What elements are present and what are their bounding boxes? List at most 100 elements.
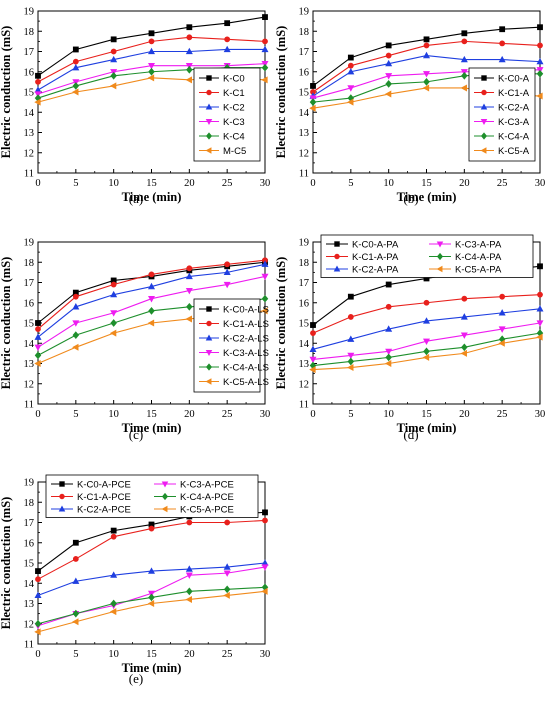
data-point <box>423 78 430 86</box>
legend-label: K-C0-A-LS <box>223 305 269 316</box>
legend-marker <box>480 147 487 154</box>
legend-label: K-C4 <box>223 132 245 143</box>
data-point <box>34 98 41 106</box>
data-point <box>461 30 468 37</box>
y-tick-label: 11 <box>299 400 309 411</box>
data-point <box>35 568 41 574</box>
y-tick-label: 16 <box>299 298 310 309</box>
legend-marker <box>205 363 213 371</box>
data-point <box>110 319 117 327</box>
data-point <box>223 268 231 276</box>
y-tick-label: 11 <box>24 640 34 651</box>
y-tick-label: 13 <box>24 359 35 370</box>
legend-label: K-C3-A-LS <box>223 348 269 359</box>
y-tick-label: 17 <box>299 47 310 58</box>
data-point <box>498 326 506 333</box>
legend-label: K-C1-A-LS <box>223 319 269 330</box>
data-point <box>384 360 392 367</box>
data-point <box>310 322 316 328</box>
data-point <box>536 320 544 327</box>
legend-marker <box>480 132 488 140</box>
legend: K-C0-A K-C1-A K-C2-A K-C3-A K-C4-A K-C5-A <box>468 67 536 162</box>
data-point <box>498 339 505 347</box>
data-point <box>384 90 392 98</box>
y-tick-label: 13 <box>299 359 310 370</box>
x-tick-label: 0 <box>35 409 40 420</box>
data-point <box>347 98 354 106</box>
data-point <box>499 293 506 300</box>
y-tick-label: 12 <box>24 619 35 630</box>
data-point <box>185 287 193 295</box>
data-point <box>72 331 80 339</box>
x-tick-label: 15 <box>146 178 157 189</box>
data-point <box>223 45 231 53</box>
data-point <box>537 24 543 31</box>
data-point <box>110 527 117 534</box>
legend-marker <box>436 265 443 273</box>
legend-marker <box>206 306 212 312</box>
legend-marker <box>58 505 66 512</box>
data-point <box>261 260 269 267</box>
x-tick-label: 30 <box>260 649 271 660</box>
data-point <box>72 303 80 310</box>
data-point <box>223 591 230 599</box>
x-tick-label: 20 <box>184 409 195 420</box>
y-axis-title: Electric conduction (mS) <box>274 26 288 159</box>
x-tick-label: 25 <box>222 178 233 189</box>
data-point <box>110 48 117 55</box>
legend-box <box>193 67 261 162</box>
data-point <box>34 591 42 599</box>
data-point <box>110 281 117 288</box>
data-point <box>537 42 543 49</box>
data-point <box>35 326 41 332</box>
legend-label: K-C2 <box>223 103 245 114</box>
data-point <box>185 565 193 572</box>
legend-label: K-C1 <box>223 88 245 99</box>
legend-box <box>320 234 534 278</box>
data-point <box>224 36 231 43</box>
x-tick-label: 20 <box>459 409 470 420</box>
data-point <box>461 343 468 352</box>
x-tick-label: 15 <box>421 178 432 189</box>
data-point <box>261 76 268 84</box>
legend-marker <box>206 320 212 327</box>
legend-label: K-C1-A <box>498 88 530 99</box>
data-point <box>460 84 467 92</box>
data-point <box>34 619 42 628</box>
legend: K-C0-A-LS K-C1-A-LS K-C2-A-LS K-C3-A-LS K-C4… <box>193 298 269 393</box>
panel-label: (a) <box>129 191 143 206</box>
data-point <box>498 55 506 63</box>
data-point <box>385 353 392 362</box>
data-point <box>110 71 117 80</box>
x-tick-label: 15 <box>421 409 432 420</box>
legend-label: K-C4-A-PCE <box>180 492 234 503</box>
data-point <box>148 47 155 55</box>
y-axis-title: Electric conduction (mS) <box>0 497 13 630</box>
legend-marker <box>436 252 444 261</box>
y-tick-label: 16 <box>24 298 35 309</box>
data-point <box>109 329 117 337</box>
data-point <box>147 600 155 607</box>
x-tick-label: 5 <box>348 178 353 189</box>
data-point <box>460 332 468 339</box>
data-point <box>34 351 42 360</box>
legend-label: K-C5-A-PCE <box>180 505 234 516</box>
y-tick-label: 12 <box>24 148 35 159</box>
y-tick-label: 18 <box>299 27 310 38</box>
y-tick-label: 15 <box>299 319 310 330</box>
data-point <box>186 587 193 596</box>
data-point <box>148 307 155 315</box>
data-point <box>310 330 316 337</box>
legend-marker <box>161 505 168 513</box>
y-tick-label: 18 <box>24 258 35 269</box>
legend-label: K-C1-A-PCE <box>77 492 131 503</box>
legend-label: K-C4-A <box>498 132 530 143</box>
data-point <box>261 564 269 571</box>
data-point <box>185 47 193 55</box>
data-point <box>224 261 231 268</box>
data-point <box>148 63 155 70</box>
data-point <box>347 364 354 372</box>
legend: K-C0 K-C1 K-C2 K-C3 K-C4 M-C5 <box>193 67 261 162</box>
data-point <box>309 366 316 374</box>
data-point <box>347 85 355 92</box>
